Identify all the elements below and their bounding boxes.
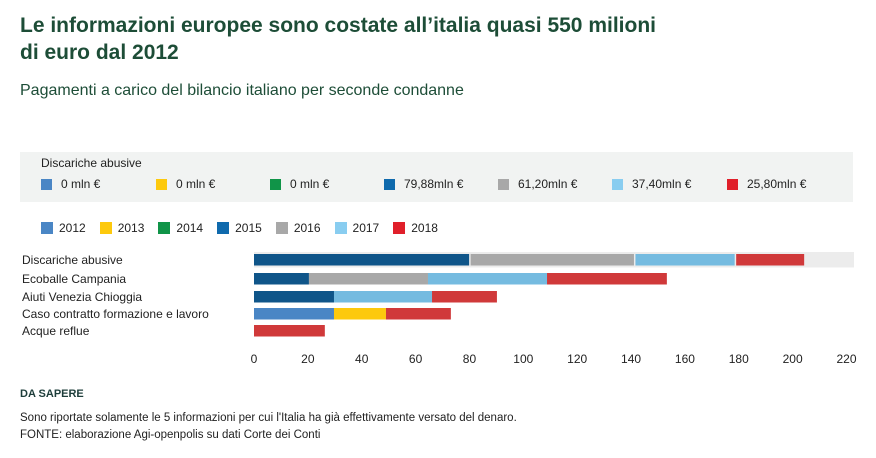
bar-segment-2017[interactable] [333,291,433,303]
legend: 2012 2013 2014 2015 2016 2017 2018 [41,221,452,235]
category-label: Discariche abusive [22,253,123,267]
tooltip-item-2016: 61,20mln € [498,177,577,191]
tooltip-title: Discariche abusive [41,156,142,170]
legend-label: 2016 [293,221,321,235]
legend-label: 2015 [235,221,262,235]
chart-subtitle: Pagamenti a carico del bilancio italiano… [20,82,464,99]
legend-item-2012[interactable]: 2012 [41,221,86,235]
x-tick-label: 120 [567,352,588,366]
swatch-icon [727,178,738,190]
x-tick-label: 80 [462,352,477,366]
legend-swatch-icon [393,222,406,234]
swatch-icon [156,178,167,190]
legend-item-2016[interactable]: 2016 [275,221,321,235]
bar-segment-2018[interactable] [547,273,667,285]
legend-swatch-icon [275,222,288,234]
tooltip-value: 61,20mln € [518,177,578,191]
tooltip-value: 0 mln € [290,177,330,191]
legend-swatch-icon [334,222,347,234]
bar-segment-2015[interactable] [254,273,309,285]
category-label: Caso contratto formazione e lavoro [22,307,209,321]
legend-swatch-icon [99,222,112,234]
legend-item-2018[interactable]: 2018 [393,221,438,235]
legend-label: 2012 [59,221,86,235]
x-tick-label: 180 [728,352,749,366]
bar-segment-2018[interactable] [736,254,805,266]
legend-swatch-icon [41,222,53,234]
tooltip-item-2015: 79,88mln € [384,177,463,191]
bar-segment-2015[interactable] [254,291,334,303]
swatch-icon [384,178,395,190]
swatch-icon [612,178,623,190]
legend-swatch-icon [158,222,171,234]
x-tick-label: 200 [782,352,803,366]
legend-item-2014[interactable]: 2014 [158,221,203,235]
bar-segment-2013[interactable] [333,308,386,320]
chart-title: Le informazioni europee sono costate all… [20,14,656,64]
x-tick-label: 0 [250,352,258,366]
bar-segment-2016[interactable] [308,273,428,285]
tooltip-value: 0 mln € [176,177,216,191]
source-text: FONTE: elaborazione Agi-openpolis su dat… [20,429,321,441]
legend-item-2013[interactable]: 2013 [99,221,145,235]
swatch-icon [270,178,281,190]
bar-segment-2016[interactable] [470,254,634,266]
legend-swatch-icon [217,222,230,234]
notes-text: Sono riportate solamente le 5 informazio… [20,412,517,424]
hover-tooltip: Discariche abusive 0 mln € 0 mln € 0 mln €… [20,152,853,202]
tooltip-item-2013: 0 mln € [156,177,215,191]
tooltip-value: 79,88mln € [404,177,464,191]
tooltip-value: 25,80mln € [747,177,807,191]
x-tick-label: 220 [836,352,857,366]
bar-segment-2017[interactable] [635,254,735,266]
legend-label: 2017 [352,221,380,235]
legend-label: 2013 [117,221,145,235]
bar-segment-2012[interactable] [254,308,334,320]
bar-segment-2017[interactable] [427,273,548,285]
legend-label: 2018 [411,221,438,235]
bar-segment-2015[interactable] [254,254,470,266]
bar-segment-2018[interactable] [254,325,325,337]
legend-item-2015[interactable]: 2015 [217,221,262,235]
swatch-icon [498,178,509,190]
bar-segment-2018[interactable] [385,308,451,320]
x-tick-label: 160 [674,352,695,366]
category-label: Aiuti Venezia Chioggia [22,290,143,304]
x-tick-label: 60 [408,352,423,366]
x-tick-label: 20 [301,352,315,366]
category-label: Acque reflue [22,324,90,338]
x-tick-label: 40 [355,352,369,366]
swatch-icon [41,178,52,190]
tooltip-value: 37,40mln € [632,177,692,191]
tooltip-item-2017: 37,40mln € [612,177,691,191]
tooltip-item-2012: 0 mln € [41,177,100,191]
tooltip-value: 0 mln € [61,177,101,191]
category-label: Ecoballe Campania [22,272,127,286]
legend-label: 2014 [176,221,204,235]
x-tick-label: 100 [513,352,534,366]
tooltip-item-2018: 25,80mln € [727,177,806,191]
legend-item-2017[interactable]: 2017 [334,221,380,235]
bar-segment-2018[interactable] [432,291,497,303]
x-tick-label: 140 [621,352,642,366]
tooltip-item-2014: 0 mln € [270,177,329,191]
notes-heading: DA SAPERE [20,388,84,400]
